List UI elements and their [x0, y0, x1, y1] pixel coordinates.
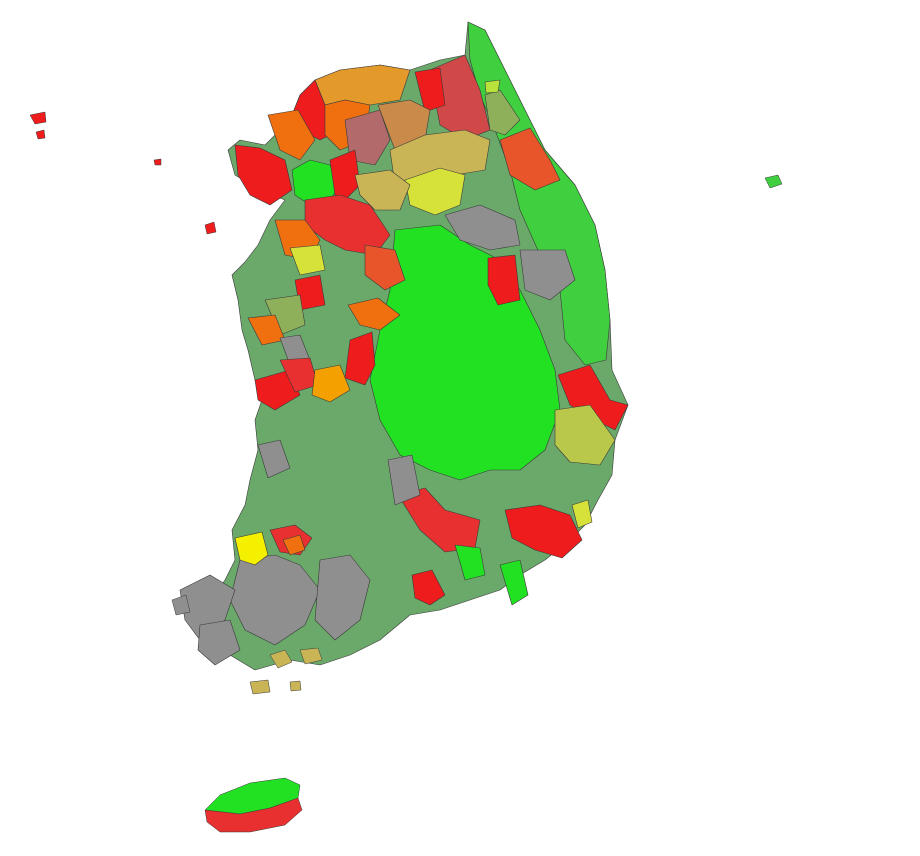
island-west-red — [29, 111, 47, 125]
region-sejong-orange — [347, 297, 401, 331]
region-olive-east — [554, 404, 616, 466]
island-jeju-south — [204, 797, 303, 833]
region-yellowgreen-north — [404, 167, 466, 216]
islands — [29, 111, 783, 833]
island-khaki2 — [299, 647, 323, 665]
region-cc-red-coast — [254, 369, 301, 411]
region-yg-small — [571, 499, 593, 529]
region-jeolla-gray-east — [314, 554, 371, 641]
island-ulleung — [764, 174, 783, 189]
region-orange-east — [499, 127, 561, 191]
region-geoje-red — [411, 569, 446, 606]
region-metro-orange-west — [267, 109, 316, 161]
region-metro-yg — [289, 244, 326, 276]
region-metro-red-west — [234, 144, 293, 206]
region-east-red — [487, 254, 521, 306]
region-jeolla-gray — [229, 554, 321, 646]
region-gwangju-orange — [282, 534, 306, 556]
region-gray-east — [519, 249, 576, 301]
region-south-green — [454, 544, 486, 581]
island-red3 — [153, 158, 162, 166]
region-metro-red-east — [329, 149, 361, 201]
region-north-red2 — [414, 67, 446, 113]
region-tan — [377, 99, 431, 151]
island-gray-west — [171, 594, 191, 616]
region-gyeongnam-gray — [387, 454, 421, 506]
region-metro-khaki — [354, 169, 411, 211]
region-north-amber — [314, 64, 411, 106]
island-khaki3 — [249, 679, 271, 695]
region-tiny-yg — [484, 79, 501, 94]
island-red-west — [204, 221, 217, 235]
region-gyeongnam-red — [397, 487, 481, 553]
region-jeolla-gray-n — [257, 439, 291, 479]
island-khaki1 — [269, 649, 293, 669]
region-orange-mid — [364, 244, 406, 291]
region-islands-gray2 — [197, 619, 241, 666]
island-west-red2 — [35, 129, 46, 140]
mainland-regions — [179, 21, 629, 671]
region-islands-gray — [179, 574, 236, 641]
region-amber-mid — [311, 364, 351, 403]
island-khaki4 — [289, 680, 302, 692]
region-mokpo-yellow — [234, 531, 269, 566]
region-busan-red — [504, 504, 583, 559]
region-daejeon-red — [344, 331, 376, 386]
region-busan-green — [499, 559, 529, 606]
region-gangwon-gray — [444, 204, 521, 251]
